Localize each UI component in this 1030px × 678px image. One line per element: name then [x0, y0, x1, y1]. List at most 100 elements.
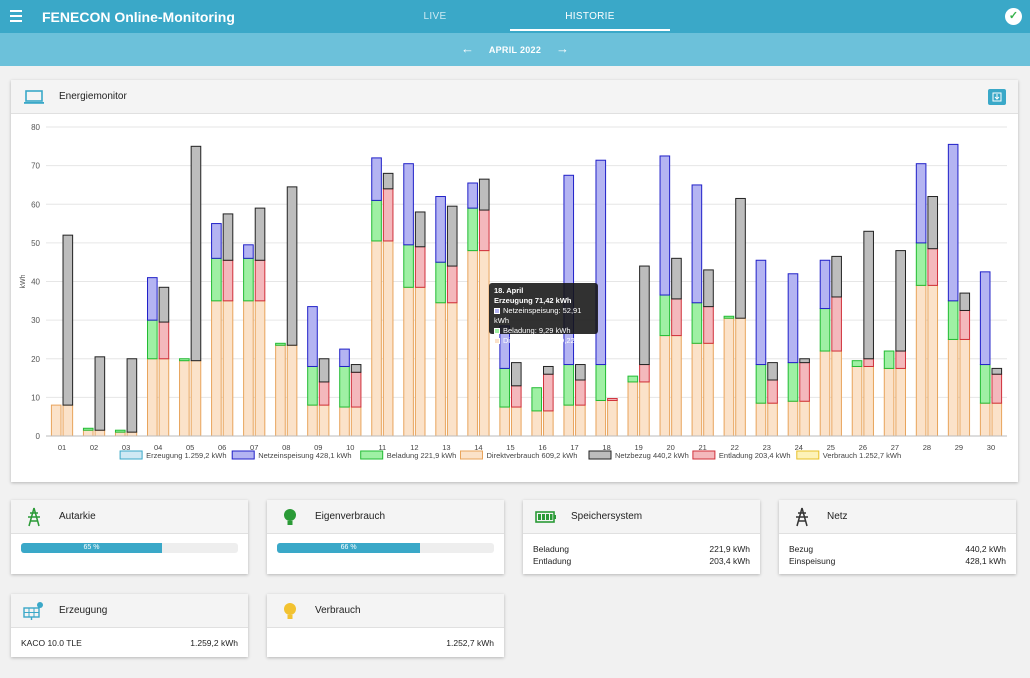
bar-verbrauch-direkt-08	[286, 344, 298, 437]
bar-netzeinspeisung-23	[755, 259, 767, 366]
next-period-arrow-icon[interactable]: →	[556, 41, 569, 56]
bar-verbrauch-direkt-10	[350, 406, 362, 437]
bar-verbrauch-direkt-17	[575, 404, 586, 437]
bar-direktverbrauch-17	[563, 404, 575, 437]
row-value: 440,2 kWh	[965, 544, 1006, 554]
bar-netzbezug-04	[158, 286, 170, 323]
erzeugung-header: Erzeugung	[11, 594, 248, 628]
netz-row-bezug: Bezug 440,2 kWh	[789, 544, 1006, 554]
legend-swatch	[460, 450, 483, 460]
bar-verbrauch-direkt-19	[639, 381, 650, 437]
tab-live[interactable]: LIVE	[423, 11, 447, 22]
bar-entladung-07	[254, 259, 266, 302]
x-tick-label: 05	[186, 443, 194, 452]
bar-beladung-14	[467, 207, 478, 252]
tab-historie[interactable]: HISTORIE	[510, 0, 670, 33]
bar-netzbezug-20	[671, 257, 682, 300]
bar-direktverbrauch-18	[595, 399, 607, 437]
legend-swatch	[360, 450, 384, 460]
menu-icon[interactable]	[10, 10, 22, 22]
bar-netzeinspeisung-17	[563, 174, 575, 366]
period-label[interactable]: APRIL 2022	[488, 45, 542, 55]
bar-verbrauch-direkt-23	[767, 402, 778, 437]
x-tick-label: 12	[410, 443, 418, 452]
bar-direktverbrauch-20	[659, 335, 671, 437]
bar-beladung-09	[307, 365, 318, 406]
bar-netzbezug-28	[927, 196, 939, 250]
bar-verbrauch-direkt-04	[158, 358, 170, 437]
bar-direktverbrauch-29	[947, 338, 959, 437]
previous-period-arrow-icon[interactable]: ←	[461, 41, 474, 56]
download-button[interactable]	[988, 89, 1006, 105]
bar-direktverbrauch-07	[243, 300, 254, 437]
bar-direktverbrauch-15	[499, 406, 510, 437]
speichersystem-title: Speichersystem	[571, 511, 643, 522]
bar-direktverbrauch-27	[883, 367, 895, 437]
autarkie-title: Autarkie	[59, 511, 96, 522]
bar-beladung-10	[339, 365, 350, 408]
bar-netzeinspeisung-30	[979, 271, 991, 366]
tooltip-row-direktverbrauch: Direktverbrauch: 9,22 kWh	[494, 336, 593, 346]
bar-netzbezug-24	[799, 358, 810, 364]
bar-netzbezug-03	[126, 358, 138, 433]
tooltip-total: Erzeugung 71,42 kWh	[494, 296, 572, 305]
bar-netzeinspeisung-20	[659, 155, 671, 296]
x-tick-label: 21	[699, 443, 707, 452]
bar-direktverbrauch-19	[627, 381, 639, 437]
bar-verbrauch-direkt-30	[991, 402, 1003, 437]
y-tick-label: 50	[31, 239, 40, 248]
netz-card[interactable]: Netz Bezug 440,2 kWh Einspeisung 428,1 k…	[779, 500, 1016, 574]
bar-verbrauch-direkt-02	[94, 429, 106, 437]
x-tick-label: 15	[506, 443, 514, 452]
bar-beladung-23	[755, 364, 767, 404]
status-ok-icon[interactable]: ✓	[1005, 8, 1022, 25]
verbrauch-card[interactable]: Verbrauch 1.252,7 kWh	[267, 594, 504, 657]
x-tick-label: 11	[378, 443, 386, 452]
bar-direktverbrauch-10	[339, 406, 350, 437]
bar-beladung-03	[114, 429, 126, 433]
bar-verbrauch-direkt-25	[831, 350, 842, 437]
bar-netzeinspeisung-28	[915, 163, 927, 244]
x-tick-label: 30	[987, 443, 995, 452]
bar-netzbezug-14	[478, 178, 490, 211]
bar-entladung-12	[414, 246, 426, 288]
bar-netzbezug-10	[350, 364, 362, 373]
bar-direktverbrauch-06	[211, 300, 222, 437]
bar-entladung-06	[222, 259, 234, 302]
bar-beladung-04	[147, 319, 158, 360]
bar-entladung-23	[767, 379, 778, 404]
row-value: 1.259,2 kWh	[190, 638, 238, 648]
legend-swatch	[692, 450, 716, 460]
bar-beladung-19	[627, 375, 639, 383]
bar-entladung-27	[895, 350, 906, 369]
bar-direktverbrauch-01	[50, 404, 62, 437]
x-tick-label: 02	[90, 443, 98, 452]
legend-swatch	[494, 338, 500, 345]
eigenverbrauch-title: Eigenverbrauch	[315, 511, 386, 522]
bar-netzbezug-21	[703, 269, 714, 308]
eigenverbrauch-card[interactable]: Eigenverbrauch 66 %	[267, 500, 504, 574]
bar-beladung-20	[659, 294, 671, 337]
bar-entladung-10	[350, 371, 362, 408]
tooltip-row-label: Direktverbrauch: 9,22 kWh	[503, 336, 592, 345]
bar-netzeinspeisung-24	[787, 273, 799, 364]
bar-entladung-17	[575, 379, 586, 406]
lightbulb-icon	[284, 603, 296, 619]
erzeugung-card[interactable]: Erzeugung KACO 10.0 TLE 1.259,2 kWh	[11, 594, 248, 657]
bar-netzbezug-08	[286, 186, 298, 346]
autarkie-card[interactable]: Autarkie 65 %	[11, 500, 248, 574]
bar-netzbezug-15	[510, 362, 522, 387]
lightbulb-icon	[284, 509, 296, 525]
x-tick-label: 23	[763, 443, 771, 452]
x-tick-label: 06	[218, 443, 226, 452]
bar-entladung-25	[831, 296, 842, 352]
legend-swatch	[588, 450, 612, 460]
legend-swatch	[494, 328, 500, 335]
solar-panel-icon	[23, 602, 43, 620]
legend-swatch	[231, 450, 255, 460]
energy-chart[interactable]: 0 10 20 30 40 50 60 70 80 kWh 01 02 03 04 05 06 07 08 09 10…	[11, 115, 1018, 480]
bar-beladung-25	[819, 308, 831, 352]
bar-verbrauch-direkt-06	[222, 300, 234, 437]
tab-historie-label: HISTORIE	[565, 11, 615, 22]
speichersystem-card[interactable]: Speichersystem Beladung 221,9 kWh Entlad…	[523, 500, 760, 574]
